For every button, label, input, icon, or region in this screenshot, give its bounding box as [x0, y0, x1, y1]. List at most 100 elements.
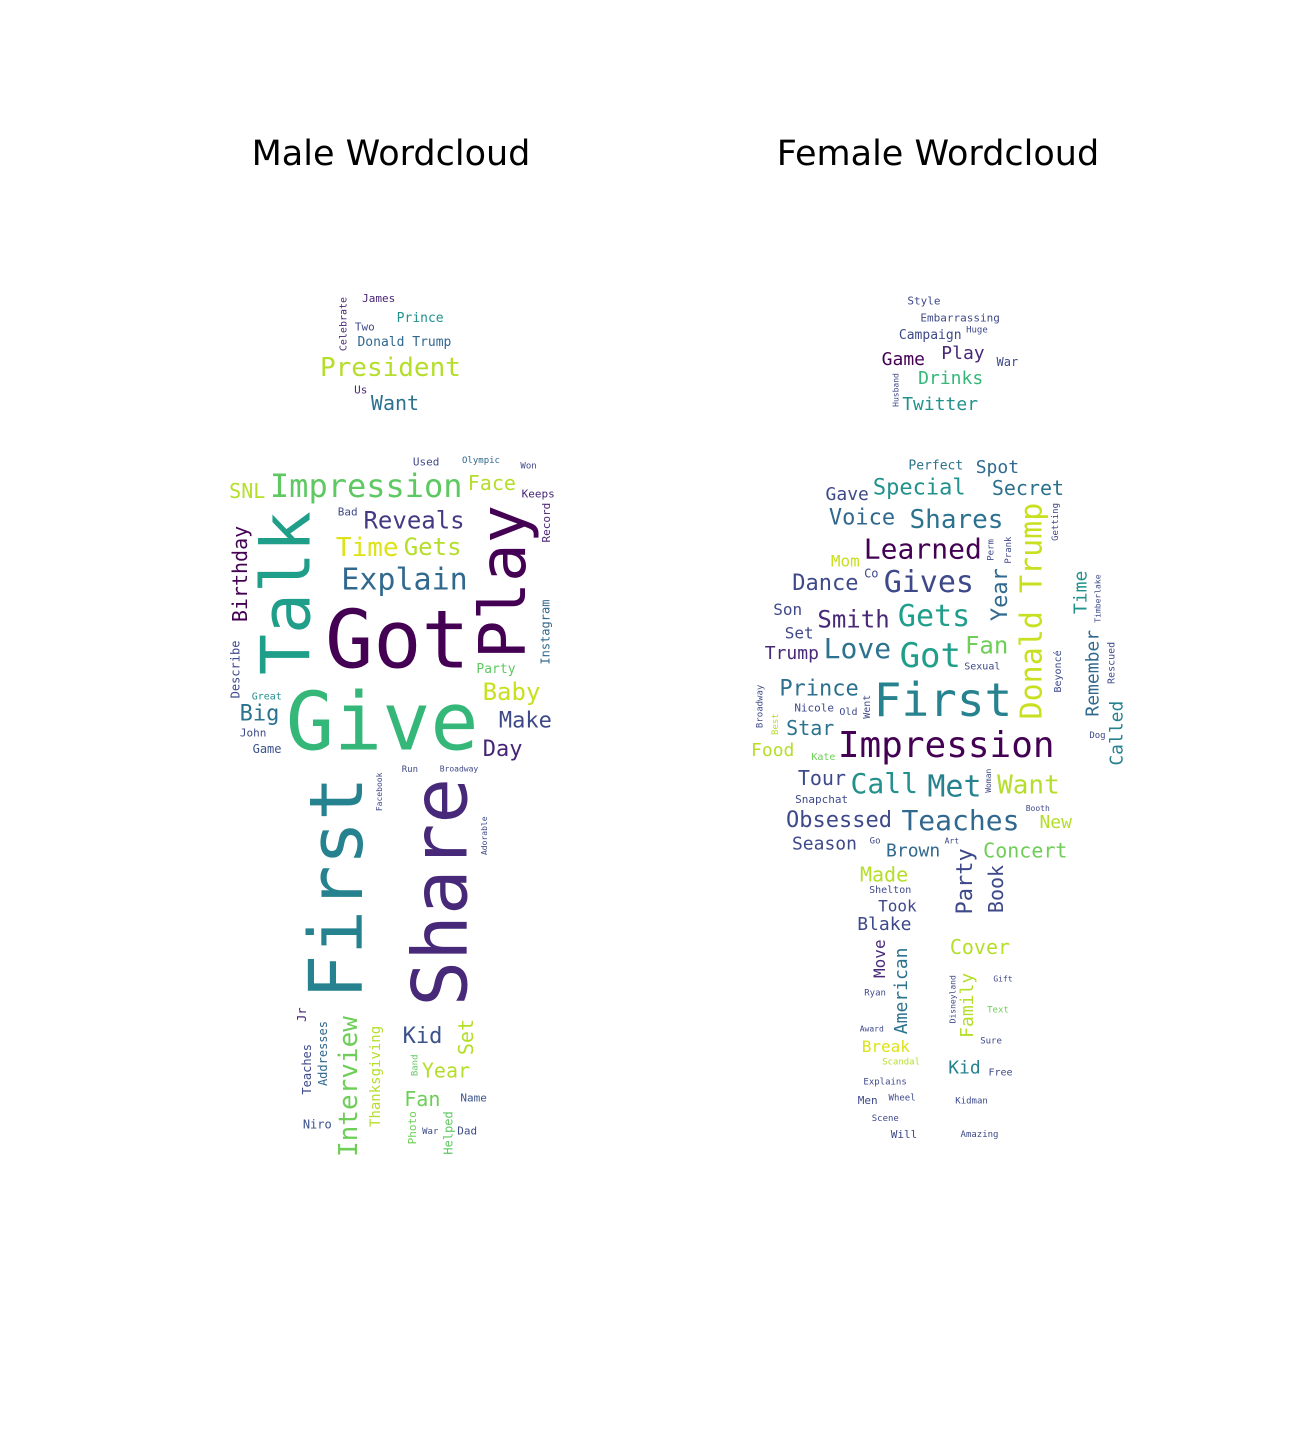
wordcloud-word: Fan	[965, 632, 1008, 660]
wordcloud-word: President	[320, 353, 461, 383]
wordcloud-word: Make	[499, 709, 552, 734]
wordcloud-word: Teaches	[901, 804, 1019, 837]
wordcloud-word: Call	[851, 767, 918, 800]
wordcloud-word: Prank	[1004, 536, 1014, 564]
wordcloud-word: Mom	[831, 551, 860, 570]
wordcloud-word: Reveals	[363, 506, 464, 534]
wordcloud-word: Love	[824, 632, 891, 665]
wordcloud-word: Getting	[1051, 503, 1061, 541]
wordcloud-word: Kate	[811, 752, 835, 763]
wordcloud-word: Year	[988, 568, 1013, 621]
wordcloud-word: Spot	[976, 457, 1019, 478]
wordcloud-word: Us	[354, 383, 367, 396]
wordcloud-word: Dad	[457, 1125, 477, 1138]
wordcloud-word: Great	[252, 691, 282, 702]
wordcloud-word: Timberlake	[1094, 574, 1103, 622]
wordcloud-word: Gift	[993, 975, 1012, 984]
wordcloud-word: Keeps	[522, 488, 555, 501]
wordcloud-word: Made	[860, 863, 908, 887]
wordcloud-word: Jr	[295, 1007, 309, 1021]
wordcloud-word: American	[891, 947, 912, 1034]
wordcloud-word: Move	[870, 939, 889, 978]
wordcloud-word: Smith	[817, 605, 889, 633]
wordcloud-word: Got	[900, 636, 961, 676]
wordcloud-word: Baby	[483, 678, 541, 706]
wordcloud-word: Sexual	[964, 661, 1000, 672]
wordcloud-word: John	[240, 726, 267, 739]
wordcloud-word: First	[874, 673, 1012, 727]
wordcloud-word: Wheel	[889, 1093, 916, 1103]
wordcloud-word: Perm	[987, 539, 997, 561]
wordcloud-word: Year	[422, 1058, 470, 1082]
wordcloud-word: Trump	[765, 643, 819, 664]
wordcloud-word: Name	[460, 1092, 487, 1105]
wordcloud-word: Go	[870, 837, 881, 847]
wordcloud-word: Run	[402, 765, 418, 775]
wordcloud-word: Got	[325, 594, 470, 687]
wordcloud-word: Star	[786, 716, 834, 740]
male-wordcloud-title: Male Wordcloud	[251, 134, 531, 174]
wordcloud-word: Blake	[857, 914, 911, 935]
wordcloud-word: New	[1039, 812, 1072, 833]
wordcloud-word: Scandal	[882, 1057, 920, 1067]
wordcloud-word: Text	[987, 1005, 1009, 1015]
wordcloud-word: Brown	[886, 840, 940, 861]
wordcloud-word: Cover	[950, 935, 1010, 959]
wordcloud-word: Old	[839, 707, 857, 718]
wordcloud-word: Donald Trump	[357, 335, 451, 350]
wordcloud-word: Want	[371, 391, 419, 415]
wordcloud-word: Time	[1071, 571, 1092, 614]
wordcloud-word: Share	[396, 778, 485, 1007]
wordcloud-word: Impression	[838, 725, 1055, 766]
wordcloud-word: Gets	[898, 599, 970, 634]
wordcloud-word: Bad	[338, 505, 358, 518]
wordcloud-word: Used	[413, 456, 440, 469]
wordcloud-word: Impression	[270, 467, 463, 505]
wordcloud-word: Men	[858, 1094, 878, 1107]
wordcloud-word: Husband	[891, 373, 900, 407]
wordcloud-word: War	[422, 1127, 439, 1137]
wordcloud-word: Play	[941, 343, 985, 364]
wordcloud-word: Season	[792, 834, 857, 855]
wordcloud-word: Describe	[229, 641, 243, 699]
wordcloud-word: Two	[355, 321, 375, 334]
wordcloud-word: Kidman	[955, 1097, 988, 1107]
wordcloud-word: Dog	[1089, 731, 1105, 741]
wordcloud-word: Nicole	[794, 701, 834, 714]
wordcloud-word: Drinks	[918, 368, 983, 389]
wordcloud-word: Set	[785, 624, 814, 643]
wordcloud-word: Band	[410, 1054, 420, 1076]
wordcloud-word: Helped	[442, 1111, 456, 1154]
wordcloud-word: Woman	[984, 768, 993, 792]
wordcloud-word: Prince	[779, 677, 858, 702]
wordcloud-word: War	[997, 355, 1019, 369]
wordcloud-word: Style	[907, 295, 940, 308]
wordcloud-word: Perfect	[908, 459, 963, 474]
wordcloud-word: Thanksgiving	[368, 1026, 384, 1127]
wordcloud-word: Booth	[1026, 804, 1050, 813]
wordcloud-word: Campaign	[899, 328, 962, 343]
wordcloud-word: Gives	[884, 565, 974, 600]
wordcloud-word: Big	[240, 701, 280, 726]
wordcloud-word: Day	[483, 737, 523, 762]
wordcloud-word: Co	[864, 567, 878, 581]
wordcloud-word: Game	[882, 349, 925, 370]
wordcloud-word: Rescued	[1106, 642, 1117, 684]
wordcloud-word: Special	[873, 475, 966, 500]
wordcloud-word: Donald Trump	[1014, 503, 1049, 720]
wordcloud-word: Photo	[406, 1111, 419, 1144]
wordcloud-word: Broadway	[440, 765, 479, 774]
wordcloud-word: Art	[945, 837, 960, 846]
female-wordcloud-title: Female Wordcloud	[776, 134, 1100, 174]
wordcloud-word: Teaches	[300, 1044, 314, 1095]
wordcloud-word: Won	[520, 461, 536, 471]
wordcloud-word: Went	[862, 695, 873, 719]
wordcloud-word: Best	[771, 713, 781, 735]
wordcloud-word: Explains	[863, 1078, 906, 1088]
wordcloud-word: Party	[476, 662, 515, 677]
wordcloud-word: Tour	[798, 766, 846, 790]
wordcloud-word: Niro	[303, 1118, 332, 1132]
wordcloud-word: Embarrassing	[920, 312, 999, 325]
